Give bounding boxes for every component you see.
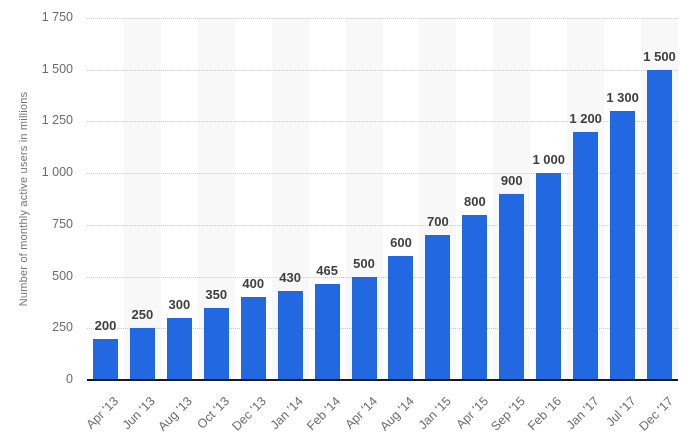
gridline bbox=[87, 121, 678, 123]
x-tick-label: Jul '17 bbox=[603, 394, 639, 430]
y-tick-label: 500 bbox=[52, 268, 73, 283]
x-tick-label: Oct '13 bbox=[194, 394, 233, 432]
bar-dec-13[interactable] bbox=[240, 297, 266, 380]
bar-feb-14[interactable] bbox=[314, 283, 340, 380]
x-tick-label: Feb '14 bbox=[303, 394, 343, 434]
gridline bbox=[87, 18, 678, 19]
bar-value-label: 900 bbox=[500, 172, 523, 188]
bar-value-label: 465 bbox=[316, 262, 338, 278]
y-tick-label: 0 bbox=[66, 372, 73, 386]
bar-value-label: 300 bbox=[168, 296, 191, 312]
gridline bbox=[87, 276, 678, 278]
bar-jun-13[interactable] bbox=[129, 328, 155, 380]
bar-dec-17[interactable] bbox=[647, 69, 673, 380]
x-tick-label: Jan '14 bbox=[267, 394, 307, 433]
bar-apr-13[interactable] bbox=[92, 338, 118, 380]
y-tick-label: 1 000 bbox=[41, 165, 73, 180]
y-tick-label: 1 250 bbox=[41, 113, 73, 128]
bar-value-label: 1 300 bbox=[606, 90, 639, 106]
bar-value-label: 1 000 bbox=[532, 152, 565, 168]
x-tick-label: Jan '17 bbox=[563, 394, 602, 433]
x-tick-label: Apr '14 bbox=[342, 394, 380, 432]
bar-jan-14[interactable] bbox=[277, 291, 303, 380]
gridline bbox=[87, 69, 678, 71]
x-tick-label: Dec '17 bbox=[635, 394, 676, 434]
bar-value-label: 250 bbox=[131, 307, 154, 323]
plot-area: 200 250 300 350 400 430 465 500 600 700 800 900 1 00… bbox=[87, 18, 678, 380]
y-tick-label: 1 750 bbox=[41, 10, 73, 24]
x-tick-label: Apr '15 bbox=[453, 394, 491, 432]
x-tick-label: Sep '15 bbox=[488, 394, 528, 434]
bar-aug-13[interactable] bbox=[166, 317, 192, 380]
bar-value-label: 350 bbox=[205, 286, 228, 302]
column-band bbox=[123, 18, 161, 380]
bar-value-label: 1 500 bbox=[643, 48, 676, 64]
bar-value-label: 800 bbox=[463, 193, 486, 209]
x-tick-label: Dec '13 bbox=[229, 394, 270, 434]
x-tick-label: Apr '13 bbox=[83, 394, 122, 432]
bar-jan-17[interactable] bbox=[573, 131, 599, 380]
y-tick-label: 750 bbox=[52, 216, 73, 231]
x-axis-line bbox=[87, 379, 678, 381]
bar-sep-15[interactable] bbox=[499, 193, 525, 380]
x-tick-label: Jun '13 bbox=[120, 394, 159, 433]
bar-value-label: 400 bbox=[242, 276, 265, 292]
y-tick-label: 1 500 bbox=[41, 61, 73, 76]
gridline bbox=[87, 224, 678, 226]
x-tick-label: Jan '15 bbox=[415, 394, 454, 433]
x-tick-label: Feb '16 bbox=[525, 394, 565, 434]
bar-jul-17[interactable] bbox=[610, 111, 636, 380]
gridline bbox=[87, 328, 678, 330]
bar-jan-15[interactable] bbox=[425, 235, 451, 380]
x-tick-label: Aug '13 bbox=[155, 394, 196, 434]
y-tick-label: 250 bbox=[52, 320, 73, 335]
bar-feb-16[interactable] bbox=[536, 173, 562, 380]
x-tick-label: Aug '14 bbox=[377, 394, 417, 434]
bar-value-label: 600 bbox=[390, 234, 412, 250]
bar-value-label: 500 bbox=[353, 255, 375, 271]
bar-apr-14[interactable] bbox=[351, 276, 377, 380]
bar-value-label: 700 bbox=[427, 214, 449, 230]
bar-value-label: 200 bbox=[94, 317, 117, 333]
bar-value-label: 1 200 bbox=[569, 110, 602, 126]
bar-aug-14[interactable] bbox=[388, 255, 414, 380]
bar-oct-13[interactable] bbox=[203, 307, 229, 380]
bar-value-label: 430 bbox=[279, 270, 301, 286]
bar-apr-15[interactable] bbox=[462, 214, 488, 380]
gridline bbox=[87, 173, 678, 175]
